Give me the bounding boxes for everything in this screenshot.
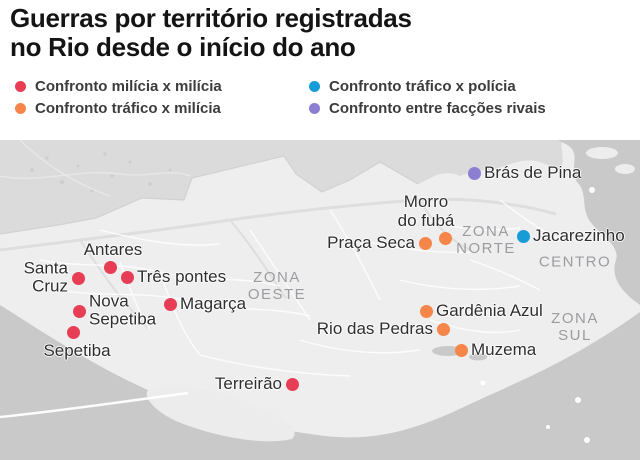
conflict-dot-trafico-milicia <box>454 343 468 357</box>
conflict-dot-milicia-milicia <box>163 297 177 311</box>
legend-item-label: Confronto tráfico x polícia <box>329 78 516 95</box>
map-marker-label: Gardênia Azul <box>436 300 543 320</box>
zone-label-centro: CENTRO <box>538 253 612 271</box>
terrain-speckles <box>30 152 172 192</box>
trafico-policia-dot-icon <box>309 81 320 92</box>
legend-item-trafico-policia: Confronto tráfico x polícia <box>309 78 546 95</box>
conflict-dot-faccoes-rivais <box>467 166 481 180</box>
map-marker-label: Muzema <box>471 339 537 359</box>
conflict-dot-milicia-milicia <box>120 270 134 284</box>
map-marker-label: Três pontes <box>137 266 227 286</box>
guaratiba-lowland <box>146 386 295 442</box>
main-roads <box>0 197 557 331</box>
zone-label-zona-sul: ZONA SUL <box>551 309 599 344</box>
legend-item-trafico-milicia: Confronto tráfico x milícia <box>15 100 309 117</box>
terrain-roads <box>0 140 191 197</box>
conflict-dot-trafico-milicia <box>418 236 432 250</box>
legend-item-faccoes-rivais: Confronto entre facções rivais <box>309 100 546 117</box>
conflict-dot-milicia-milicia <box>66 325 80 339</box>
conflict-dot-milicia-milicia <box>285 377 299 391</box>
faccoes-rivais-dot-icon <box>309 103 320 114</box>
conflict-dot-milicia-milicia <box>71 271 85 285</box>
legend-column-2: Confronto tráfico x polícia Confronto ent… <box>309 78 546 117</box>
conflict-dot-milicia-milicia <box>72 304 86 318</box>
map-background <box>0 140 640 460</box>
legend: Confronto milícia x milícia Confronto trá… <box>15 78 546 117</box>
map-marker-label: Magarça <box>180 293 247 313</box>
legend-column-1: Confronto milícia x milícia Confronto trá… <box>15 78 309 117</box>
map-marker-label: Praça Seca <box>327 232 415 252</box>
map-marker-label: Brás de Pina <box>484 162 582 182</box>
map-marker-label: Morro do fubá <box>397 192 455 230</box>
zone-label-zona-oeste: ZONA OESTE <box>247 268 307 303</box>
legend-item-label: Confronto entre facções rivais <box>329 100 546 117</box>
zone-label-zona-norte: ZONA NORTE <box>456 222 516 257</box>
milicia-milicia-dot-icon <box>15 81 26 92</box>
map-ocean <box>0 305 640 460</box>
rio-map: ZONA OESTE ZONA NORTE CENTRO ZONA SUL Santa… <box>0 140 640 460</box>
legend-item-milicia-milicia: Confronto milícia x milícia <box>15 78 309 95</box>
map-marker-label: Sepetiba <box>43 341 111 360</box>
street-mesh <box>39 199 561 377</box>
map-marker-label: Jacarezinho <box>533 225 625 245</box>
map-bay-water <box>558 140 640 305</box>
legend-item-label: Confronto tráfico x milícia <box>35 100 221 117</box>
map-marker-label: Nova Sepetiba <box>89 291 157 329</box>
map-marker-label: Antares <box>83 239 143 259</box>
conflict-dot-trafico-milicia <box>436 322 450 336</box>
map-terrain-outside <box>0 140 563 234</box>
map-marker-label: Rio das Pedras <box>316 318 433 338</box>
conflict-dot-milicia-milicia <box>103 260 117 274</box>
page-title: Guerras por território registradas no Ri… <box>10 3 412 63</box>
marambaia-sandbar <box>0 391 189 419</box>
ocean-islands <box>480 380 590 443</box>
conflict-dot-trafico-milicia <box>419 304 433 318</box>
bay-islands <box>586 147 635 193</box>
conflict-dot-trafico-policia <box>516 229 530 243</box>
conflict-dot-trafico-milicia <box>438 231 452 245</box>
trafico-milicia-dot-icon <box>15 103 26 114</box>
legend-item-label: Confronto milícia x milícia <box>35 78 222 95</box>
map-city-boundary <box>0 155 419 235</box>
map-marker-label: Terreirão <box>214 373 282 393</box>
map-marker-label: Santa Cruz <box>23 258 68 296</box>
